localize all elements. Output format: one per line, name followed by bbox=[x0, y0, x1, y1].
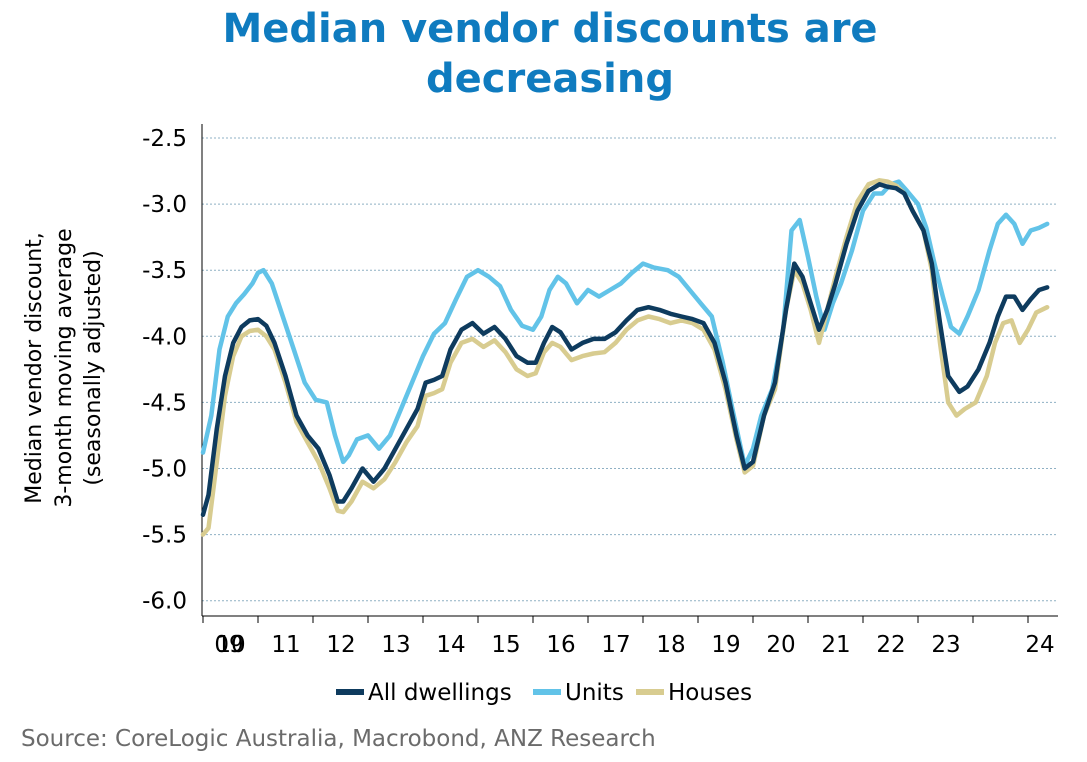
y-tick-labels: -2.5 -3.0 -3.5 -4.0 -4.5 -5.0 -5.5 -6.0 bbox=[142, 126, 187, 615]
x-tick-label: 12 bbox=[326, 632, 355, 658]
series-line-all-dwellings bbox=[200, 182, 1050, 518]
x-tick-label: 18 bbox=[656, 632, 685, 658]
x-tick-label: 19 bbox=[711, 632, 740, 658]
x-tick-label: 17 bbox=[601, 632, 630, 658]
chart-title-line2: decreasing bbox=[426, 56, 674, 102]
y-tick-label: -3.0 bbox=[142, 192, 187, 218]
series-lines bbox=[200, 178, 1050, 537]
x-tick-label: 11 bbox=[271, 632, 300, 658]
series-line-units bbox=[200, 179, 1050, 469]
y-tick-label: -4.0 bbox=[142, 324, 187, 350]
x-tick-label: 16 bbox=[546, 632, 575, 658]
x-tick-label: 14 bbox=[436, 632, 465, 658]
x-tick-label: 21 bbox=[821, 632, 850, 658]
x-tick-label: 15 bbox=[491, 632, 520, 658]
x-tick-label: 13 bbox=[381, 632, 410, 658]
chart-title-line1: Median vendor discounts are bbox=[222, 6, 878, 52]
y-tick-label: -2.5 bbox=[142, 126, 187, 152]
y-axis-label-line1: Median vendor discount, bbox=[22, 232, 47, 504]
legend-label: All dwellings bbox=[368, 680, 512, 706]
legend-label: Houses bbox=[668, 680, 752, 706]
source-note: Source: CoreLogic Australia, Macrobond, … bbox=[21, 726, 656, 752]
axes bbox=[201, 124, 1058, 623]
y-tick-label: -5.5 bbox=[142, 523, 187, 549]
x-tick-label: 09 bbox=[214, 632, 243, 658]
x-tick-label: 20 bbox=[766, 632, 795, 658]
y-tick-label: -5.0 bbox=[142, 457, 187, 483]
x-tick-label: 24 bbox=[1025, 632, 1054, 658]
y-axis-label-line3: (seasonally adjusted) bbox=[81, 250, 106, 485]
y-axis-label-line2: 3-month moving average bbox=[52, 228, 77, 507]
x-tick-label: 22 bbox=[876, 632, 905, 658]
y-tick-label: -4.5 bbox=[142, 390, 187, 416]
y-tick-label: -6.0 bbox=[142, 589, 187, 615]
x-tick-label: 10 bbox=[216, 632, 245, 658]
grid-lines bbox=[202, 137, 1058, 602]
legend: All dwellings Units Houses bbox=[336, 680, 752, 706]
legend-label: Units bbox=[565, 680, 624, 706]
y-tick-label: -3.5 bbox=[142, 258, 187, 284]
chart-title: Median vendor discounts are decreasing bbox=[0, 4, 1087, 104]
x-tick-label: 23 bbox=[931, 632, 960, 658]
